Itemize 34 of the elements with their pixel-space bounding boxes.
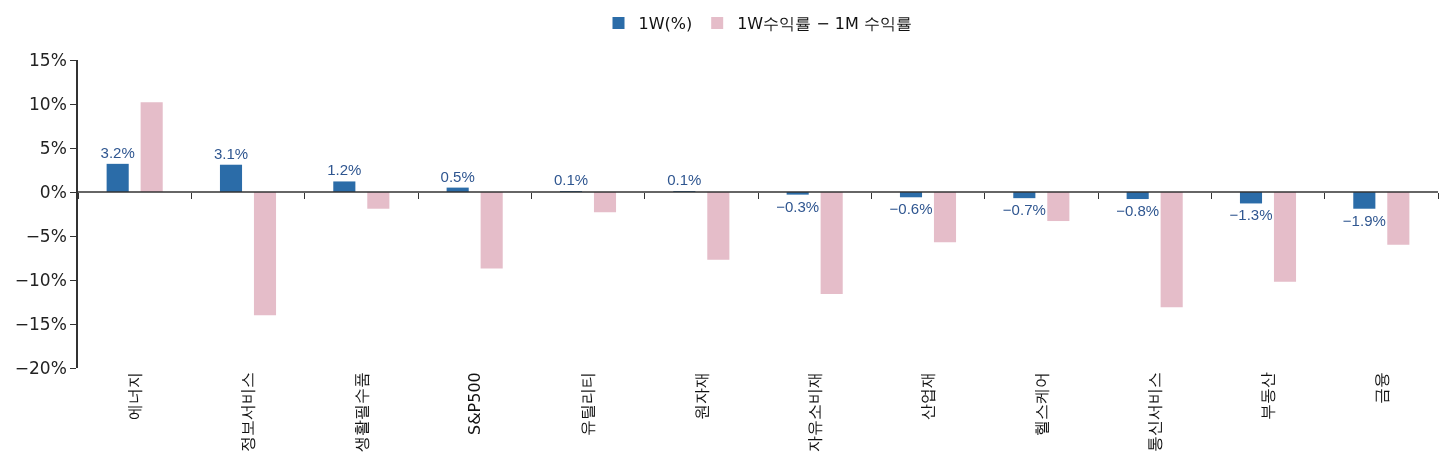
- y-tick-label: 5%: [39, 137, 67, 158]
- data-label: −1.9%: [1342, 211, 1386, 229]
- x-tick-label: 유틸리티: [578, 372, 598, 437]
- data-label: 1.2%: [327, 161, 362, 179]
- x-tick-label: 부동산: [1258, 372, 1278, 421]
- y-tick-label: −15%: [14, 313, 67, 334]
- data-label: 0.5%: [440, 167, 475, 185]
- x-tick-label: S&P500: [464, 372, 484, 436]
- y-tick-label: −20%: [14, 357, 67, 378]
- legend-label: 1W수익률 − 1M 수익률: [737, 14, 912, 34]
- x-tick-label: 정보서비스: [238, 372, 258, 453]
- y-tick-label: −5%: [25, 225, 67, 246]
- data-label: −1.3%: [1229, 206, 1273, 224]
- data-label: −0.8%: [1116, 202, 1160, 220]
- x-tick-label: 금융: [1371, 372, 1391, 405]
- y-tick-label: 0%: [39, 181, 67, 202]
- data-label: 3.1%: [213, 144, 249, 162]
- data-label: 3.2%: [100, 143, 135, 161]
- x-tick-label: 원자재: [691, 372, 711, 421]
- x-tick-label: 통신서비스: [1144, 372, 1164, 453]
- data-label: 0.1%: [667, 171, 702, 188]
- y-tick-label: 10%: [29, 93, 67, 114]
- data-label: −0.6%: [889, 200, 933, 218]
- y-tick-label: −10%: [14, 269, 67, 290]
- x-tick-label: 생활필수품: [351, 372, 371, 453]
- data-label: 0.1%: [553, 171, 589, 188]
- legend-label: 1W(%): [638, 14, 693, 34]
- y-tick-label: 15%: [29, 49, 67, 70]
- x-tick-label: 산업재: [918, 372, 938, 421]
- data-label: −0.3%: [776, 197, 820, 215]
- x-tick-label: 헬스케어: [1031, 372, 1051, 437]
- x-tick-label: 에너지: [124, 372, 144, 421]
- data-label: −0.7%: [1002, 201, 1046, 219]
- x-tick-label: 자유소비재: [804, 372, 824, 453]
